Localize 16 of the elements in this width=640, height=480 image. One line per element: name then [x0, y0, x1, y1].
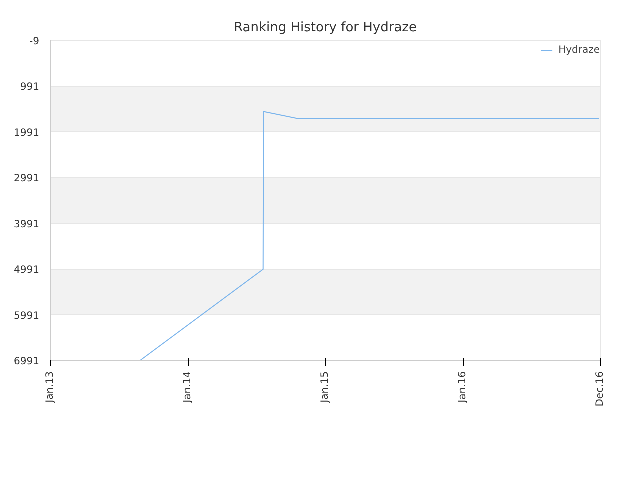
y-tick-label: 6991	[14, 356, 40, 368]
chart-title: Ranking History for Hydraze	[234, 20, 417, 36]
x-tick-label: Jan.13	[45, 371, 56, 404]
legend-label: Hydraze	[558, 44, 600, 56]
y-tick-label: 991	[20, 82, 40, 94]
x-tick-label: Dec.16	[595, 371, 606, 407]
y-tick-label: 1991	[14, 128, 40, 139]
x-tick-label: Jan.14	[182, 371, 194, 404]
y-tick-label: -9	[30, 36, 40, 48]
y-tick-label: 5991	[14, 310, 40, 322]
x-tick-label: Jan.15	[320, 371, 331, 404]
x-tick-label: Jan.16	[458, 371, 468, 404]
y-tick-label: 4991	[14, 265, 40, 276]
line-series	[140, 111, 600, 360]
y-tick-label: 3991	[14, 219, 40, 230]
y-tick-label: 2991	[14, 174, 40, 185]
